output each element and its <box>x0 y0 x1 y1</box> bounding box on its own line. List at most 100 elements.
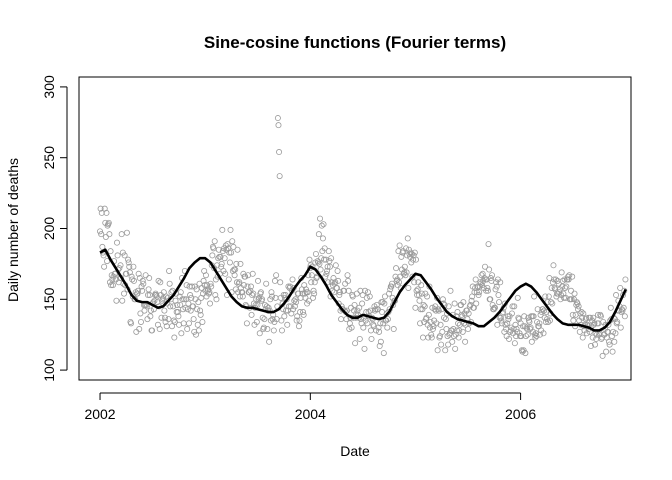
data-point <box>243 320 250 327</box>
data-point <box>505 316 512 323</box>
data-point <box>401 269 408 276</box>
data-point <box>183 282 190 289</box>
data-point <box>504 313 511 320</box>
data-point <box>393 265 400 272</box>
data-point <box>377 320 384 327</box>
data-point <box>118 231 125 238</box>
data-point <box>569 273 576 280</box>
data-point <box>247 283 254 290</box>
fitted-line <box>99 248 627 332</box>
x-tick-label: 2002 <box>84 406 115 422</box>
data-point <box>465 326 472 333</box>
data-point <box>524 326 531 333</box>
data-point <box>231 272 238 279</box>
data-point <box>311 290 318 297</box>
data-point <box>99 243 106 250</box>
data-point <box>317 215 324 222</box>
data-point <box>257 289 264 296</box>
data-point <box>543 309 550 316</box>
data-point <box>528 338 535 345</box>
data-point <box>485 241 492 248</box>
data-point <box>558 269 565 276</box>
data-point <box>428 334 435 341</box>
data-point <box>341 287 348 294</box>
data-point <box>166 280 173 287</box>
data-point <box>462 338 469 345</box>
data-point <box>338 316 345 323</box>
data-point <box>568 287 575 294</box>
data-point <box>412 304 419 311</box>
data-point <box>519 348 526 355</box>
data-point <box>418 282 425 289</box>
data-point <box>526 318 533 325</box>
data-point <box>364 320 371 327</box>
data-point <box>322 256 329 263</box>
data-point <box>544 316 551 323</box>
data-point <box>583 314 590 321</box>
data-point <box>356 335 363 342</box>
data-point <box>468 297 475 304</box>
data-point <box>160 294 167 301</box>
data-point <box>405 284 412 291</box>
data-point <box>342 280 349 287</box>
data-point <box>442 347 449 354</box>
data-point <box>611 338 618 345</box>
data-point <box>367 307 374 314</box>
data-point <box>418 290 425 297</box>
data-point <box>282 292 289 299</box>
data-point <box>487 275 494 282</box>
data-point <box>614 318 621 325</box>
data-point <box>366 293 373 300</box>
data-point <box>195 299 202 306</box>
data-point <box>242 273 249 280</box>
data-point <box>101 263 108 270</box>
data-point <box>511 340 518 347</box>
data-point <box>497 279 504 286</box>
data-point <box>552 276 559 283</box>
data-point <box>170 303 177 310</box>
data-point <box>125 256 132 263</box>
data-point <box>455 334 462 341</box>
data-point <box>349 293 356 300</box>
data-point <box>153 293 160 300</box>
data-point <box>603 348 610 355</box>
data-point <box>277 279 284 286</box>
data-point <box>97 205 104 212</box>
data-point <box>508 310 515 317</box>
data-point <box>211 238 218 245</box>
fitted-line-layer <box>99 248 627 332</box>
data-point <box>473 300 480 307</box>
data-point <box>249 270 256 277</box>
data-point <box>219 248 226 255</box>
data-point <box>348 324 355 331</box>
data-point <box>300 311 307 318</box>
data-point <box>174 309 181 316</box>
data-point <box>143 303 150 310</box>
data-point <box>236 279 243 286</box>
data-point <box>285 283 292 290</box>
data-point <box>232 266 239 273</box>
data-point <box>617 284 624 291</box>
data-point <box>158 314 165 321</box>
data-point <box>388 283 395 290</box>
data-point <box>434 347 441 354</box>
data-point <box>484 287 491 294</box>
data-point <box>310 287 317 294</box>
data-point <box>147 313 154 320</box>
data-point <box>548 284 555 291</box>
data-point <box>105 219 112 226</box>
data-point <box>495 292 502 299</box>
data-point <box>460 299 467 306</box>
data-point <box>427 318 434 325</box>
data-point <box>222 270 229 277</box>
data-point <box>580 310 587 317</box>
data-point <box>188 294 195 301</box>
data-point <box>192 331 199 338</box>
data-point <box>244 283 251 290</box>
data-point <box>452 345 459 352</box>
data-point <box>291 303 298 310</box>
data-point <box>597 313 604 320</box>
data-point <box>415 292 422 299</box>
data-point <box>145 286 152 293</box>
